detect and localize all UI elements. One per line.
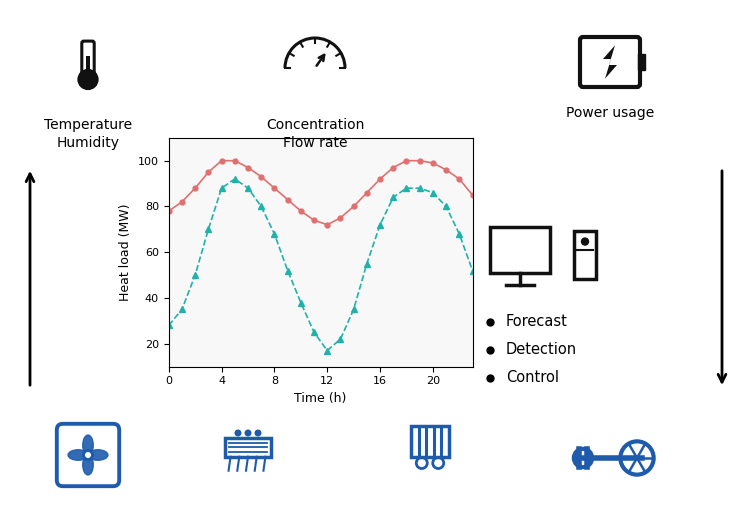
Circle shape <box>635 456 639 460</box>
Bar <box>638 54 645 70</box>
Bar <box>225 438 271 457</box>
Ellipse shape <box>82 454 93 475</box>
X-axis label: Time (h): Time (h) <box>295 392 346 405</box>
Circle shape <box>79 70 98 89</box>
Ellipse shape <box>68 450 88 460</box>
Circle shape <box>83 450 92 460</box>
Circle shape <box>255 430 261 436</box>
Text: Temperature: Temperature <box>44 118 132 132</box>
Text: Detection: Detection <box>506 343 578 358</box>
Bar <box>574 231 596 279</box>
Text: Control: Control <box>506 370 559 385</box>
Bar <box>490 227 550 273</box>
Circle shape <box>236 430 241 436</box>
Text: Forecast: Forecast <box>506 315 568 330</box>
Polygon shape <box>603 45 617 79</box>
Text: Concentration: Concentration <box>266 118 364 132</box>
Ellipse shape <box>88 450 108 460</box>
Text: Humidity: Humidity <box>56 136 119 150</box>
Bar <box>411 426 448 457</box>
Ellipse shape <box>82 435 93 456</box>
Circle shape <box>245 430 250 436</box>
Circle shape <box>581 238 589 245</box>
Y-axis label: Heat load (MW): Heat load (MW) <box>119 203 133 301</box>
Bar <box>86 56 90 75</box>
Circle shape <box>581 457 584 459</box>
Text: Flow rate: Flow rate <box>283 136 347 150</box>
Text: Power usage: Power usage <box>566 106 654 120</box>
